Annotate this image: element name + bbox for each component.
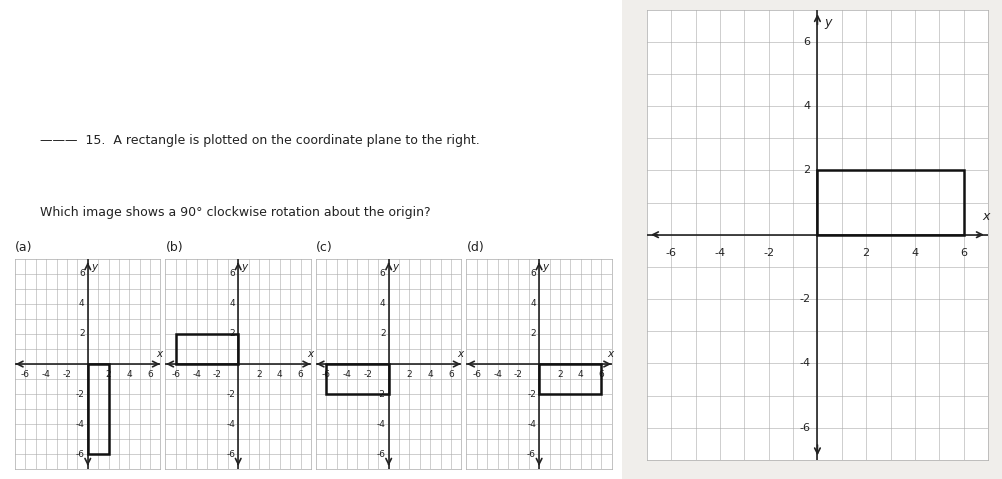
Text: -2: -2 xyxy=(799,294,810,304)
Text: -6: -6 xyxy=(322,370,331,379)
Text: -4: -4 xyxy=(799,358,810,368)
Text: x: x xyxy=(307,349,313,359)
Text: 2: 2 xyxy=(380,330,385,339)
Text: 6: 6 xyxy=(803,37,810,47)
Text: -6: -6 xyxy=(526,450,535,459)
Text: -4: -4 xyxy=(493,370,501,379)
Text: y: y xyxy=(91,262,97,272)
Text: 6: 6 xyxy=(530,269,535,278)
Text: -2: -2 xyxy=(62,370,71,379)
Text: 6: 6 xyxy=(147,370,153,379)
Text: -4: -4 xyxy=(42,370,50,379)
Text: -2: -2 xyxy=(527,389,535,399)
Bar xyxy=(326,364,389,394)
Text: 6: 6 xyxy=(229,269,234,278)
Text: x: x xyxy=(981,210,988,224)
Text: x: x xyxy=(156,349,162,359)
Text: y: y xyxy=(392,262,398,272)
Text: -6: -6 xyxy=(472,370,481,379)
Bar xyxy=(175,334,238,364)
Text: 2: 2 xyxy=(406,370,412,379)
Text: (d): (d) xyxy=(466,241,484,254)
Text: -4: -4 xyxy=(527,420,535,429)
Text: 2: 2 xyxy=(229,330,234,339)
Text: 2: 2 xyxy=(256,370,262,379)
Text: 6: 6 xyxy=(448,370,454,379)
Text: -2: -2 xyxy=(212,370,221,379)
Text: (a): (a) xyxy=(15,241,32,254)
Text: -6: -6 xyxy=(799,422,810,433)
Text: y: y xyxy=(824,16,832,29)
Text: 6: 6 xyxy=(959,248,966,258)
Text: x: x xyxy=(607,349,613,359)
Text: 4: 4 xyxy=(380,299,385,308)
Text: -6: -6 xyxy=(376,450,385,459)
Text: 2: 2 xyxy=(530,330,535,339)
Text: -4: -4 xyxy=(226,420,234,429)
Text: -2: -2 xyxy=(363,370,372,379)
Text: (c): (c) xyxy=(316,241,333,254)
Text: 4: 4 xyxy=(229,299,234,308)
Text: -6: -6 xyxy=(21,370,30,379)
Text: -4: -4 xyxy=(76,420,84,429)
Text: 4: 4 xyxy=(577,370,583,379)
Text: 4: 4 xyxy=(277,370,283,379)
Text: -2: -2 xyxy=(763,248,774,258)
Text: 6: 6 xyxy=(298,370,304,379)
Text: -2: -2 xyxy=(513,370,522,379)
Text: -2: -2 xyxy=(76,389,84,399)
Text: y: y xyxy=(542,262,548,272)
Text: (b): (b) xyxy=(165,241,183,254)
Text: -2: -2 xyxy=(377,389,385,399)
Text: -4: -4 xyxy=(713,248,724,258)
Text: 4: 4 xyxy=(911,248,918,258)
Bar xyxy=(88,364,108,455)
Text: 6: 6 xyxy=(380,269,385,278)
Text: Which image shows a 90° clockwise rotation about the origin?: Which image shows a 90° clockwise rotati… xyxy=(40,206,430,219)
Text: 2: 2 xyxy=(803,165,810,175)
Bar xyxy=(817,171,963,235)
Text: 4: 4 xyxy=(530,299,535,308)
Text: 2: 2 xyxy=(862,248,869,258)
Text: 6: 6 xyxy=(79,269,84,278)
Text: -2: -2 xyxy=(226,389,234,399)
Text: -6: -6 xyxy=(75,450,84,459)
Text: -4: -4 xyxy=(343,370,351,379)
Text: 2: 2 xyxy=(556,370,562,379)
Bar xyxy=(539,364,601,394)
Text: x: x xyxy=(457,349,463,359)
Text: -6: -6 xyxy=(171,370,180,379)
Text: 2: 2 xyxy=(79,330,84,339)
Text: 4: 4 xyxy=(126,370,132,379)
Text: 6: 6 xyxy=(598,370,604,379)
Text: ———  15.  A rectangle is plotted on the coordinate plane to the right.: ——— 15. A rectangle is plotted on the co… xyxy=(40,134,479,147)
Text: -4: -4 xyxy=(192,370,200,379)
Text: -4: -4 xyxy=(377,420,385,429)
Text: 2: 2 xyxy=(105,370,111,379)
Text: -6: -6 xyxy=(225,450,234,459)
Text: 4: 4 xyxy=(79,299,84,308)
Text: 4: 4 xyxy=(803,101,810,111)
Text: y: y xyxy=(241,262,247,272)
Text: -6: -6 xyxy=(665,248,676,258)
Text: 4: 4 xyxy=(427,370,433,379)
